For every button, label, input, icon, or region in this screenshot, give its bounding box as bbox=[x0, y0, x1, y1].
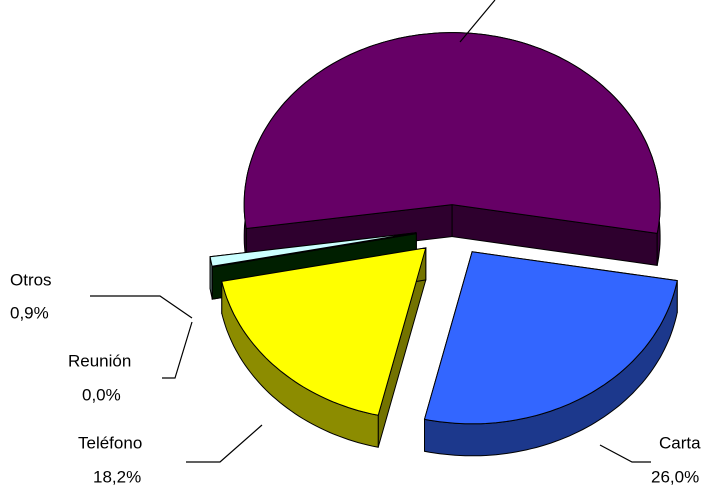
value-label: 18,2% bbox=[93, 467, 141, 486]
slice bbox=[221, 247, 427, 416]
category-label: Reunión bbox=[68, 351, 131, 370]
value-label: 0,0% bbox=[82, 385, 121, 404]
leader-line bbox=[599, 444, 651, 463]
slice bbox=[209, 232, 417, 267]
value-label: 26,0% bbox=[651, 467, 699, 486]
value-label: 0,9% bbox=[10, 303, 49, 322]
category-label: Teléfono bbox=[78, 433, 142, 452]
slice bbox=[423, 251, 678, 425]
leader-line bbox=[162, 321, 193, 379]
slice bbox=[243, 32, 661, 234]
pie bbox=[209, 32, 678, 457]
leader-line bbox=[90, 295, 193, 319]
category-label: Carta bbox=[659, 433, 701, 452]
leader-line bbox=[186, 424, 263, 463]
slice bbox=[212, 233, 417, 268]
category-label: Otros bbox=[10, 270, 52, 289]
leader-line bbox=[459, 0, 496, 43]
